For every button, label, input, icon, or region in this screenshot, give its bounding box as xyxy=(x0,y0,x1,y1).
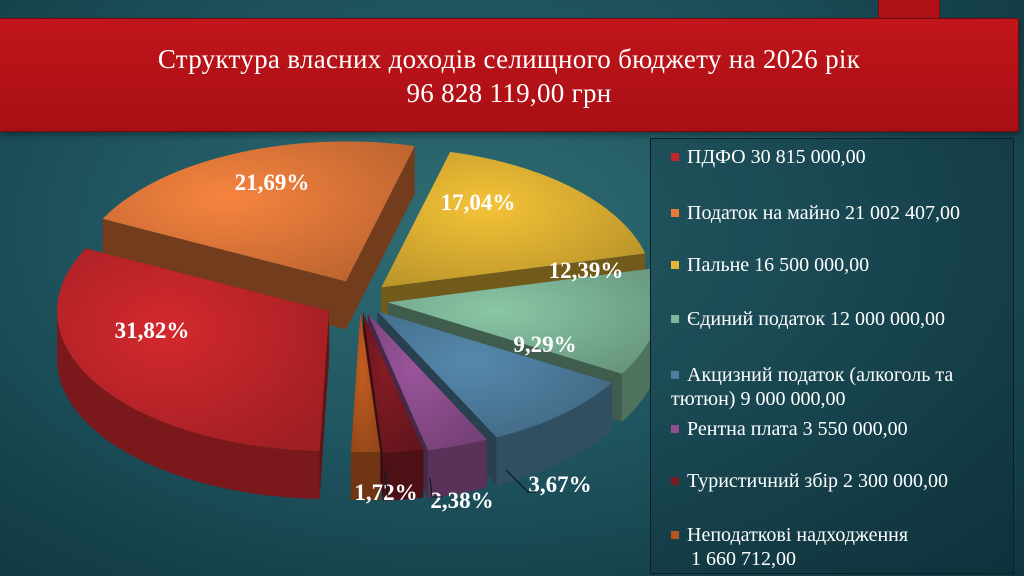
legend-swatch-single-tax xyxy=(671,315,679,323)
pie-label-5: 3,67% xyxy=(528,472,591,497)
legend-item-pdfo: ПДФО 30 815 000,00 xyxy=(671,145,1011,169)
chart-title: Структура власних доходів селищного бюдж… xyxy=(0,42,1018,110)
pie-label-3: 12,39% xyxy=(549,258,624,283)
pie-label-6: 2,38% xyxy=(430,488,493,513)
legend-item-non-tax: Неподаткові надходження 1 660 712,00 xyxy=(671,523,1011,571)
pie-label-4: 9,29% xyxy=(513,332,576,357)
legend-label: Податок на майно 21 002 407,00 xyxy=(687,202,960,224)
legend-swatch-tourist-fee xyxy=(671,477,679,485)
legend-label-cont: тютюн) 9 000 000,00 xyxy=(671,388,846,410)
legend-label: Неподаткові надходження xyxy=(687,524,909,546)
legend-label: Акцизний податок (алкоголь та xyxy=(687,364,954,386)
legend-label-cont: 1 660 712,00 xyxy=(691,548,796,570)
legend-swatch-property-tax xyxy=(671,209,679,217)
pie-chart: 31,82%21,69%17,04%12,39%9,29%3,67%2,38%1… xyxy=(57,141,650,513)
legend-item-property-tax: Податок на майно 21 002 407,00 xyxy=(671,201,1011,225)
legend-label: Пальне 16 500 000,00 xyxy=(687,254,870,276)
title-line-1: Структура власних доходів селищного бюдж… xyxy=(157,44,861,74)
leader-line-0 xyxy=(429,477,442,498)
legend-label: Туристичний збір 2 300 000,00 xyxy=(687,470,949,492)
pie-label-1: 21,69% xyxy=(235,170,310,195)
legend-item-rent: Рентна плата 3 550 000,00 xyxy=(671,417,1011,441)
pie-label-0: 31,82% xyxy=(115,318,190,343)
legend-swatch-pdfo xyxy=(671,153,679,161)
legend-item-tourist-fee: Туристичний збір 2 300 000,00 xyxy=(671,469,1011,493)
legend: ПДФО 30 815 000,00 Податок на майно 21 0… xyxy=(650,138,1014,574)
legend-label: Рентна плата 3 550 000,00 xyxy=(687,418,908,440)
pie-slice-0 xyxy=(57,248,330,499)
pie-label-2: 17,04% xyxy=(441,190,516,215)
legend-swatch-non-tax xyxy=(671,531,679,539)
legend-item-excise: Акцизний податок (алкоголь та тютюн) 9 0… xyxy=(671,363,1011,411)
top-decor-tab xyxy=(878,0,940,18)
legend-swatch-rent xyxy=(671,425,679,433)
title-banner xyxy=(0,18,1019,132)
leader-line-1 xyxy=(505,469,536,493)
legend-label: Єдиний податок 12 000 000,00 xyxy=(687,308,946,330)
legend-swatch-excise xyxy=(671,371,679,379)
legend-label: ПДФО 30 815 000,00 xyxy=(687,146,866,168)
legend-item-fuel: Пальне 16 500 000,00 xyxy=(671,253,1011,277)
legend-item-single-tax: Єдиний податок 12 000 000,00 xyxy=(671,307,1011,331)
title-line-2: 96 828 119,00 грн xyxy=(406,78,612,108)
pie-slice-7 xyxy=(350,311,381,500)
legend-swatch-fuel xyxy=(671,261,679,269)
leader-line-2 xyxy=(383,469,389,498)
